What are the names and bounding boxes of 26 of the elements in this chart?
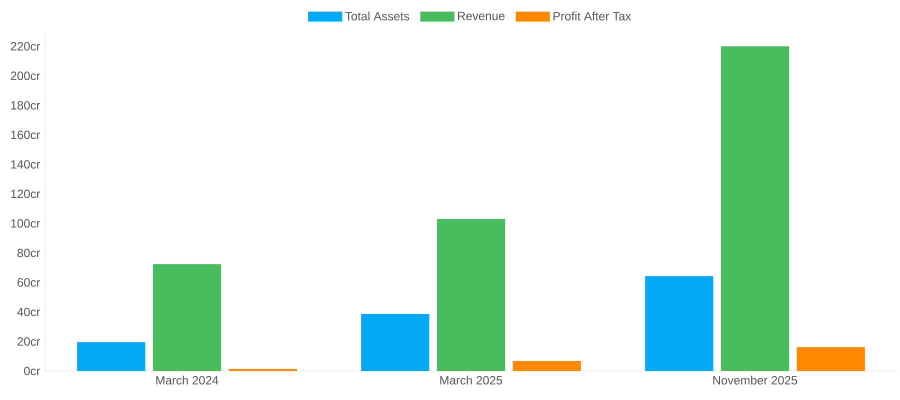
bar: [645, 276, 714, 371]
y-tick-label: 20cr: [18, 337, 40, 346]
y-tick-label: 120cr: [11, 190, 40, 198]
legend-label: Total Assets: [345, 12, 410, 20]
bar: [361, 314, 430, 371]
x-tick-label: November 2025: [713, 376, 798, 385]
bar: [720, 46, 790, 371]
x-tick-label: March 2024: [156, 376, 218, 385]
y-tick-label: 60cr: [18, 278, 40, 287]
y-tick-label: 40cr: [17, 308, 40, 316]
bar: [512, 360, 581, 371]
bar: [796, 347, 865, 371]
x-tick-label: March 2025: [440, 376, 502, 385]
bar: [436, 218, 506, 371]
y-tick-label: 80cr: [17, 248, 40, 258]
y-tick-label: 200cr: [10, 72, 40, 80]
y-tick-label: 160cr: [11, 130, 40, 140]
y-tick-label: 140cr: [11, 160, 40, 169]
y-tick-label: 220cr: [10, 42, 40, 51]
y-tick-label: 0cr: [24, 366, 40, 376]
y-tick-label: 180cr: [11, 101, 40, 110]
bar: [77, 342, 146, 371]
y-tick-label: 100cr: [11, 219, 40, 228]
bar: [152, 264, 222, 371]
legend-label: Revenue: [458, 12, 505, 20]
legend-label: Profit After Tax: [554, 12, 632, 20]
